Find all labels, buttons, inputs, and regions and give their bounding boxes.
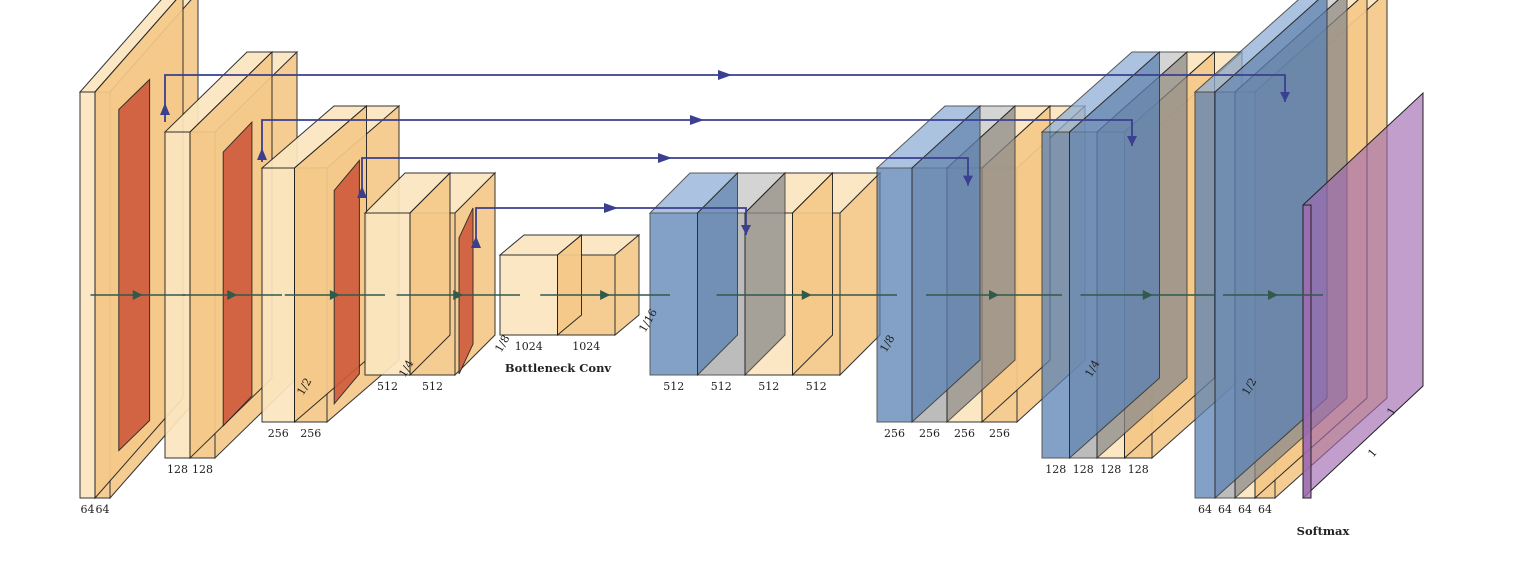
pool-layer-enc2	[222, 120, 253, 428]
slice-dec1-0	[1193, 0, 1328, 500]
channel-label: 64	[1238, 503, 1252, 516]
channel-label: 64	[81, 503, 95, 516]
block-enc3	[260, 104, 401, 424]
skip-enc1-dec1	[160, 70, 1290, 122]
channel-label: 512	[377, 380, 398, 393]
channel-label: 64	[1258, 503, 1272, 516]
flow-arrows	[90, 290, 1323, 300]
slice-enc4-0	[363, 171, 452, 377]
channel-label: 256	[300, 427, 321, 440]
channel-label: 512	[806, 380, 827, 393]
pool-layer-enc4	[458, 207, 474, 375]
channel-label: 512	[711, 380, 732, 393]
flow-arrow-head	[453, 290, 464, 300]
channel-label: 256	[919, 427, 940, 440]
pool-layer-enc3	[333, 159, 360, 406]
channel-label: 128	[167, 463, 188, 476]
bottleneck-label: Bottleneck Conv	[505, 361, 612, 375]
channel-label: 128	[1073, 463, 1094, 476]
skip-enc2-dec2	[257, 115, 1137, 162]
skip-enc4-dec4	[471, 203, 751, 248]
channel-label: 128	[1045, 463, 1066, 476]
channel-label: 128	[1100, 463, 1121, 476]
flow-arrow-head	[329, 290, 340, 300]
flow-arrow-head	[600, 290, 611, 300]
channel-label: 1024	[515, 340, 543, 353]
flow-arrow-head	[989, 290, 999, 300]
channel-label: 256	[954, 427, 975, 440]
softmax-label: Softmax	[1297, 524, 1350, 538]
pool-layer-enc1	[118, 78, 151, 452]
block-enc4	[363, 171, 497, 377]
slice-dec2-0	[1040, 50, 1161, 460]
flow-arrow-head	[227, 290, 238, 300]
channel-label: 256	[884, 427, 905, 440]
softmax-layer	[1302, 91, 1424, 500]
channel-label: 64	[1198, 503, 1212, 516]
slice-dec3-0	[875, 104, 982, 424]
channel-label: 256	[268, 427, 289, 440]
skip-enc3-dec3	[357, 153, 973, 198]
flow-arrow-head	[1142, 290, 1153, 300]
channel-label: 256	[989, 427, 1010, 440]
channel-label: 128	[192, 463, 213, 476]
slice-dec4-0	[648, 171, 739, 377]
skip-connections	[160, 70, 1290, 248]
flow-arrow-head	[1268, 290, 1278, 300]
channel-label: 512	[663, 380, 684, 393]
channel-label: 1024	[572, 340, 600, 353]
slice-bott-0	[498, 233, 583, 337]
flow-arrow-head	[132, 290, 143, 300]
block-bott	[498, 233, 641, 337]
scale-label: 1/8	[492, 333, 512, 355]
channel-label: 512	[422, 380, 443, 393]
flow-arrow-head	[801, 290, 812, 300]
block-dec4	[648, 171, 882, 377]
channel-label: 64	[96, 503, 110, 516]
channel-label: 64	[1218, 503, 1232, 516]
channel-label: 128	[1128, 463, 1149, 476]
channel-label: 512	[758, 380, 779, 393]
softmax-scale-label: 1	[1365, 446, 1379, 460]
